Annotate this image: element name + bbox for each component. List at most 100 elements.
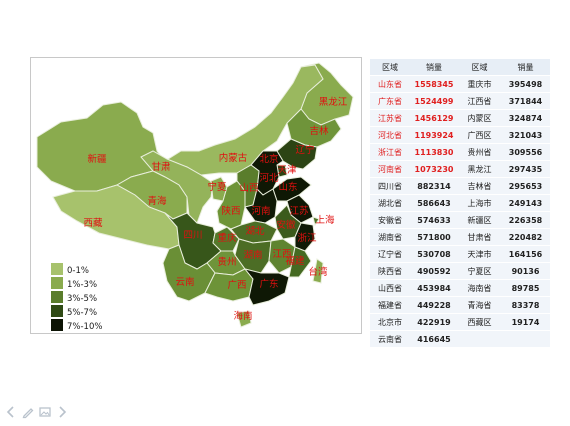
region-cell: 湖南省	[370, 228, 410, 246]
sales-cell: 571800	[410, 228, 458, 246]
region-cell: 河南省	[370, 160, 410, 178]
province-label: 贵州	[217, 256, 236, 268]
region-cell: 内蒙区	[458, 109, 501, 127]
bottom-toolbar	[4, 405, 74, 421]
province-shape	[312, 216, 320, 227]
region-cell: 江苏省	[370, 109, 410, 127]
province-label: 湖南	[243, 249, 262, 261]
sales-cell: 249143	[501, 194, 550, 212]
table-row: 辽宁省 530708 天津市 164156	[370, 245, 550, 263]
province-label: 甘肃	[151, 161, 170, 173]
table-row: 北京市 422919 西藏区 19174	[370, 313, 550, 331]
sales-cell: 164156	[501, 245, 550, 263]
region-cell: 海南省	[458, 279, 501, 297]
sales-cell: 422919	[410, 313, 458, 331]
region-cell	[458, 330, 501, 348]
province-label: 内蒙古	[219, 152, 248, 164]
legend-label: 7%-10%	[67, 322, 102, 332]
sales-cell	[501, 330, 550, 348]
header-region-1: 区域	[370, 59, 410, 76]
province-shape	[216, 180, 246, 230]
sales-cell: 295653	[501, 177, 550, 195]
region-cell: 天津市	[458, 245, 501, 263]
province-label: 河南	[251, 205, 270, 217]
province-label: 湖北	[245, 226, 265, 237]
legend-swatch	[51, 291, 63, 303]
sales-cell: 416645	[410, 330, 458, 348]
region-cell: 新疆区	[458, 211, 501, 229]
sales-cell: 1193924	[410, 126, 458, 144]
header-region-2: 区域	[458, 59, 501, 76]
region-cell: 安徽省	[370, 211, 410, 229]
province-shape	[312, 258, 324, 284]
sales-cell: 530708	[410, 245, 458, 263]
region-cell: 山西省	[370, 279, 410, 297]
province-label: 北京	[259, 153, 278, 165]
province-label: 河北	[259, 172, 279, 184]
back-icon[interactable]	[4, 405, 18, 419]
province-label: 江苏	[289, 205, 309, 217]
province-label: 山东	[278, 181, 297, 193]
province-shape	[244, 188, 278, 224]
sales-cell: 89785	[501, 279, 550, 297]
sales-cell: 297435	[501, 160, 550, 178]
region-cell: 西藏区	[458, 313, 501, 331]
province-label: 天津	[277, 165, 297, 176]
region-cell: 云南省	[370, 330, 410, 348]
legend-label: 1%-3%	[67, 280, 97, 290]
table-row: 山东省 1558345 重庆市 395498	[370, 75, 550, 93]
province-shape	[272, 176, 312, 202]
province-label: 山西	[239, 183, 258, 194]
sales-cell: 83378	[501, 296, 550, 314]
region-cell: 广东省	[370, 92, 410, 110]
region-cell: 湖北省	[370, 194, 410, 212]
sales-cell: 490592	[410, 262, 458, 280]
province-label: 广西	[227, 279, 246, 291]
map-legend: 0-1% 1%-3% 3%-5% 5%-7% 7%-10%	[51, 263, 102, 332]
region-cell: 黑龙江	[458, 160, 501, 178]
region-cell: 重庆市	[458, 75, 501, 93]
table-row: 安徽省 574633 新疆区 226358	[370, 211, 550, 229]
province-label: 黑龙江	[319, 96, 348, 108]
region-cell: 宁夏区	[458, 262, 501, 280]
province-label: 四川	[183, 230, 202, 241]
region-cell: 浙江省	[370, 143, 410, 161]
province-shape	[286, 108, 342, 148]
sales-cell: 453984	[410, 279, 458, 297]
sales-cell: 90136	[501, 262, 550, 280]
sales-cell: 1073230	[410, 160, 458, 178]
sales-cell: 1456129	[410, 109, 458, 127]
forward-icon[interactable]	[55, 405, 69, 419]
region-cell: 上海市	[458, 194, 501, 212]
province-label: 西藏	[83, 217, 103, 229]
sales-cell: 371844	[501, 92, 550, 110]
province-label: 海南	[233, 310, 252, 322]
pen-icon[interactable]	[21, 405, 35, 419]
province-label: 云南	[175, 276, 194, 288]
region-cell: 福建省	[370, 296, 410, 314]
region-cell: 山东省	[370, 75, 410, 93]
table-row: 河南省 1073230 黑龙江 297435	[370, 160, 550, 178]
sales-cell: 449228	[410, 296, 458, 314]
province-label: 台湾	[308, 266, 328, 278]
region-cell: 贵州省	[458, 143, 501, 161]
sales-cell: 321043	[501, 126, 550, 144]
region-cell: 辽宁省	[370, 245, 410, 263]
sales-cell: 226358	[501, 211, 550, 229]
sales-cell: 574633	[410, 211, 458, 229]
region-cell: 广西区	[458, 126, 501, 144]
image-icon[interactable]	[38, 405, 52, 419]
table-row: 河北省 1193924 广西区 321043	[370, 126, 550, 144]
province-label: 青海	[147, 195, 167, 207]
region-cell: 青海省	[458, 296, 501, 314]
sales-cell: 1558345	[410, 75, 458, 93]
table-row: 湖北省 586643 上海市 249143	[370, 194, 550, 212]
region-cell: 四川省	[370, 177, 410, 195]
table-row: 陕西省 490592 宁夏区 90136	[370, 262, 550, 280]
china-sales-map: 黑龙江 吉林 辽宁 内蒙古 新疆 甘肃 北京 天津 河北 山西 宁夏 山东 青海 陕西 河南 江苏 西藏 上海 安徽…	[30, 57, 362, 334]
sales-cell: 324874	[501, 109, 550, 127]
sales-cell: 882314	[410, 177, 458, 195]
sales-cell: 309556	[501, 143, 550, 161]
header-sales-2: 销量	[501, 59, 550, 76]
table-row: 浙江省 1113830 贵州省 309556	[370, 143, 550, 161]
